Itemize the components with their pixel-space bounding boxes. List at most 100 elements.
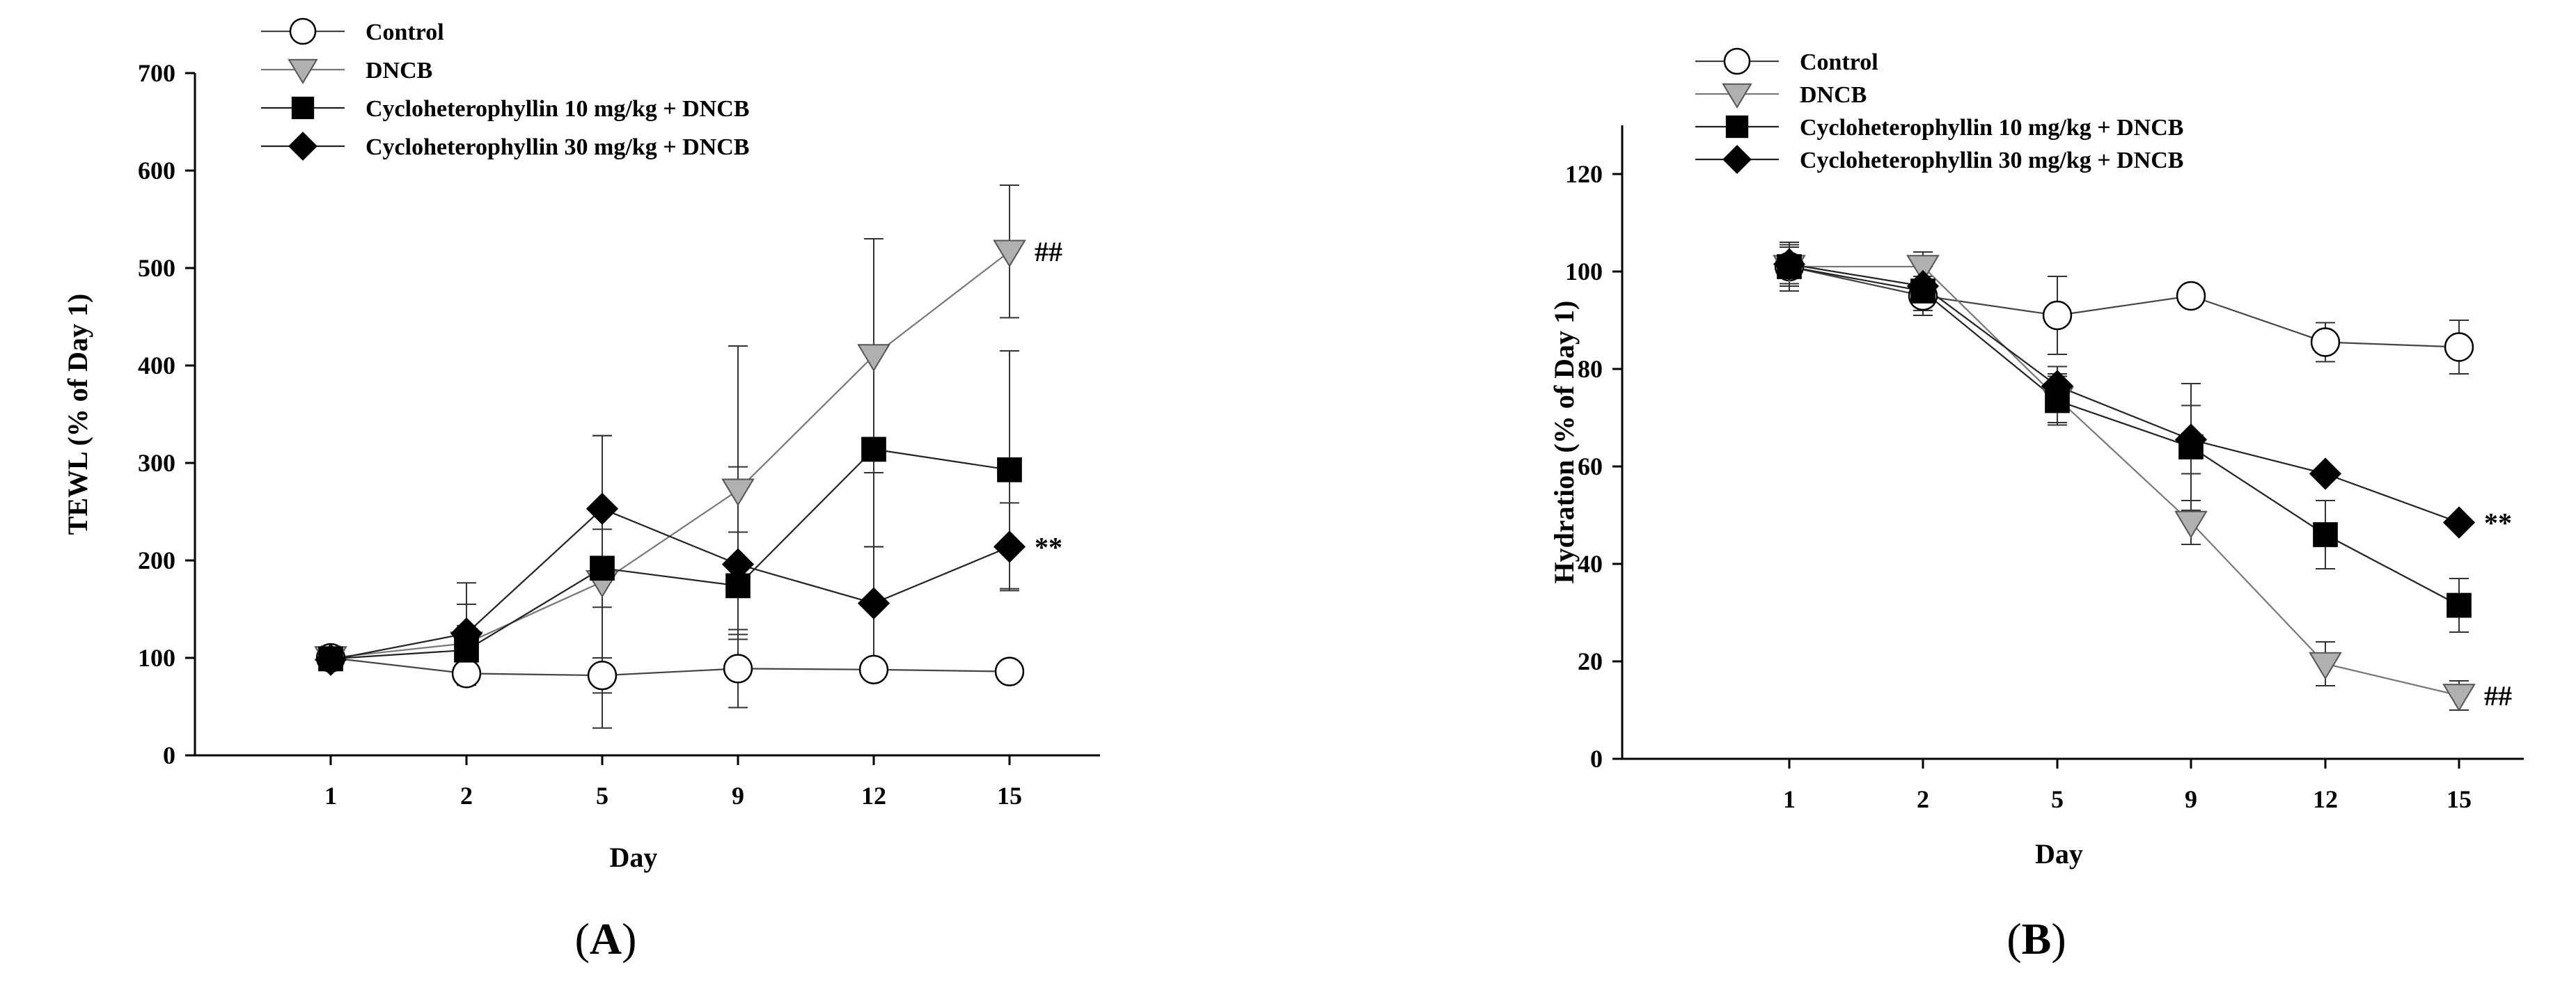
panel-label: (B) bbox=[2006, 914, 2066, 964]
data-point bbox=[450, 617, 483, 650]
data-point bbox=[2174, 510, 2208, 539]
data-point bbox=[2309, 457, 2342, 490]
data-point bbox=[590, 556, 615, 581]
y-tick-label: 200 bbox=[138, 546, 175, 574]
legend-label: Control bbox=[366, 19, 444, 45]
data-point bbox=[1906, 269, 1940, 303]
series-line bbox=[1789, 265, 2460, 606]
data-point bbox=[993, 239, 1026, 268]
x-tick-label: 9 bbox=[732, 782, 744, 810]
data-point bbox=[997, 457, 1022, 482]
data-point bbox=[2442, 684, 2476, 711]
y-tick-label: 700 bbox=[138, 59, 175, 87]
data-point bbox=[857, 587, 890, 620]
series-line bbox=[1789, 263, 2460, 524]
data-point bbox=[2442, 506, 2476, 539]
panel-label-open-paren: ( bbox=[575, 914, 590, 964]
data-point bbox=[2041, 370, 2074, 402]
data-point bbox=[2042, 300, 2073, 331]
x-tick-label: 15 bbox=[997, 782, 1022, 810]
y-tick-label: 300 bbox=[138, 449, 175, 477]
data-point bbox=[723, 654, 753, 684]
data-point bbox=[721, 478, 755, 507]
legend-label: Cycloheterophyllin 10 mg/kg + DNCB bbox=[366, 96, 749, 122]
x-tick-label: 5 bbox=[596, 782, 608, 810]
y-tick-label: 60 bbox=[1578, 453, 1603, 480]
legend-marker bbox=[1725, 115, 1749, 139]
y-tick-label: 120 bbox=[1565, 160, 1603, 188]
y-tick-label: 100 bbox=[138, 644, 175, 672]
legend-label: Cycloheterophyllin 30 mg/kg + DNCB bbox=[1800, 148, 2183, 173]
panel-label-close-paren: ) bbox=[2051, 914, 2066, 964]
series-line bbox=[330, 448, 1010, 660]
x-tick-label: 12 bbox=[2313, 785, 2338, 813]
series-line bbox=[330, 508, 1010, 661]
data-point bbox=[2310, 327, 2341, 357]
x-tick-label: 2 bbox=[460, 782, 473, 810]
data-point bbox=[2309, 652, 2342, 680]
data-point bbox=[2444, 332, 2474, 362]
data-point bbox=[861, 437, 886, 462]
legend-label: DNCB bbox=[366, 58, 432, 84]
x-tick-label: 1 bbox=[324, 782, 337, 810]
data-point bbox=[2313, 522, 2338, 547]
data-point bbox=[451, 659, 482, 689]
y-tick-label: 400 bbox=[138, 352, 175, 379]
data-point bbox=[1906, 255, 1940, 283]
series-line bbox=[1789, 265, 2460, 697]
legend-label: Cycloheterophyllin 10 mg/kg + DNCB bbox=[1800, 115, 2183, 141]
y-axis-title: TEWL (% of Day 1) bbox=[62, 294, 93, 535]
y-tick-label: 500 bbox=[138, 254, 175, 282]
legend-marker bbox=[288, 132, 317, 161]
y-tick-label: 100 bbox=[1565, 258, 1603, 285]
legend-marker bbox=[291, 96, 315, 120]
x-tick-label: 9 bbox=[2185, 785, 2197, 813]
legend-label: DNCB bbox=[1800, 82, 1867, 108]
significance-annotation: ## bbox=[2484, 680, 2512, 711]
data-point bbox=[314, 643, 347, 676]
x-tick-label: 2 bbox=[1917, 785, 1929, 813]
data-point bbox=[586, 492, 619, 525]
panel-label-letter: B bbox=[2022, 914, 2052, 964]
y-tick-label: 600 bbox=[138, 157, 175, 184]
x-axis-title: Day bbox=[610, 842, 658, 873]
data-point bbox=[2447, 592, 2472, 618]
data-point bbox=[858, 654, 889, 684]
data-point bbox=[721, 548, 755, 581]
y-tick-label: 80 bbox=[1578, 355, 1603, 383]
panel-label-close-paren: ) bbox=[622, 914, 636, 964]
data-point bbox=[2176, 281, 2206, 311]
data-point bbox=[2174, 423, 2208, 456]
legend-label: Cycloheterophyllin 30 mg/kg + DNCB bbox=[366, 134, 749, 160]
data-point bbox=[857, 344, 890, 372]
panel-label: (A) bbox=[575, 914, 637, 964]
x-tick-label: 15 bbox=[2447, 785, 2472, 813]
y-axis-title: Hydration (% of Day 1) bbox=[1548, 301, 1580, 584]
x-tick-label: 12 bbox=[861, 782, 886, 810]
x-tick-label: 1 bbox=[1783, 785, 1796, 813]
series-line bbox=[1789, 265, 2460, 348]
x-tick-label: 5 bbox=[2051, 785, 2064, 813]
y-tick-label: 0 bbox=[1590, 745, 1603, 773]
legend-marker bbox=[1723, 47, 1751, 75]
panel-label-open-paren: ( bbox=[2006, 914, 2021, 964]
legend-marker bbox=[1722, 83, 1752, 109]
legend-marker bbox=[289, 17, 317, 45]
legend-label: Control bbox=[1800, 49, 1878, 75]
significance-annotation: ## bbox=[1035, 236, 1062, 267]
legend-marker bbox=[288, 58, 318, 84]
data-point bbox=[994, 656, 1025, 686]
data-point bbox=[587, 661, 618, 691]
x-axis-title: Day bbox=[2035, 838, 2083, 870]
data-point bbox=[993, 530, 1026, 563]
y-tick-label: 0 bbox=[163, 741, 175, 769]
data-point bbox=[1773, 248, 1806, 281]
significance-annotation: ** bbox=[1035, 531, 1062, 563]
series-line bbox=[330, 656, 1010, 677]
y-tick-label: 40 bbox=[1578, 550, 1603, 578]
legend-marker bbox=[1722, 145, 1752, 174]
y-tick-label: 20 bbox=[1578, 647, 1603, 675]
